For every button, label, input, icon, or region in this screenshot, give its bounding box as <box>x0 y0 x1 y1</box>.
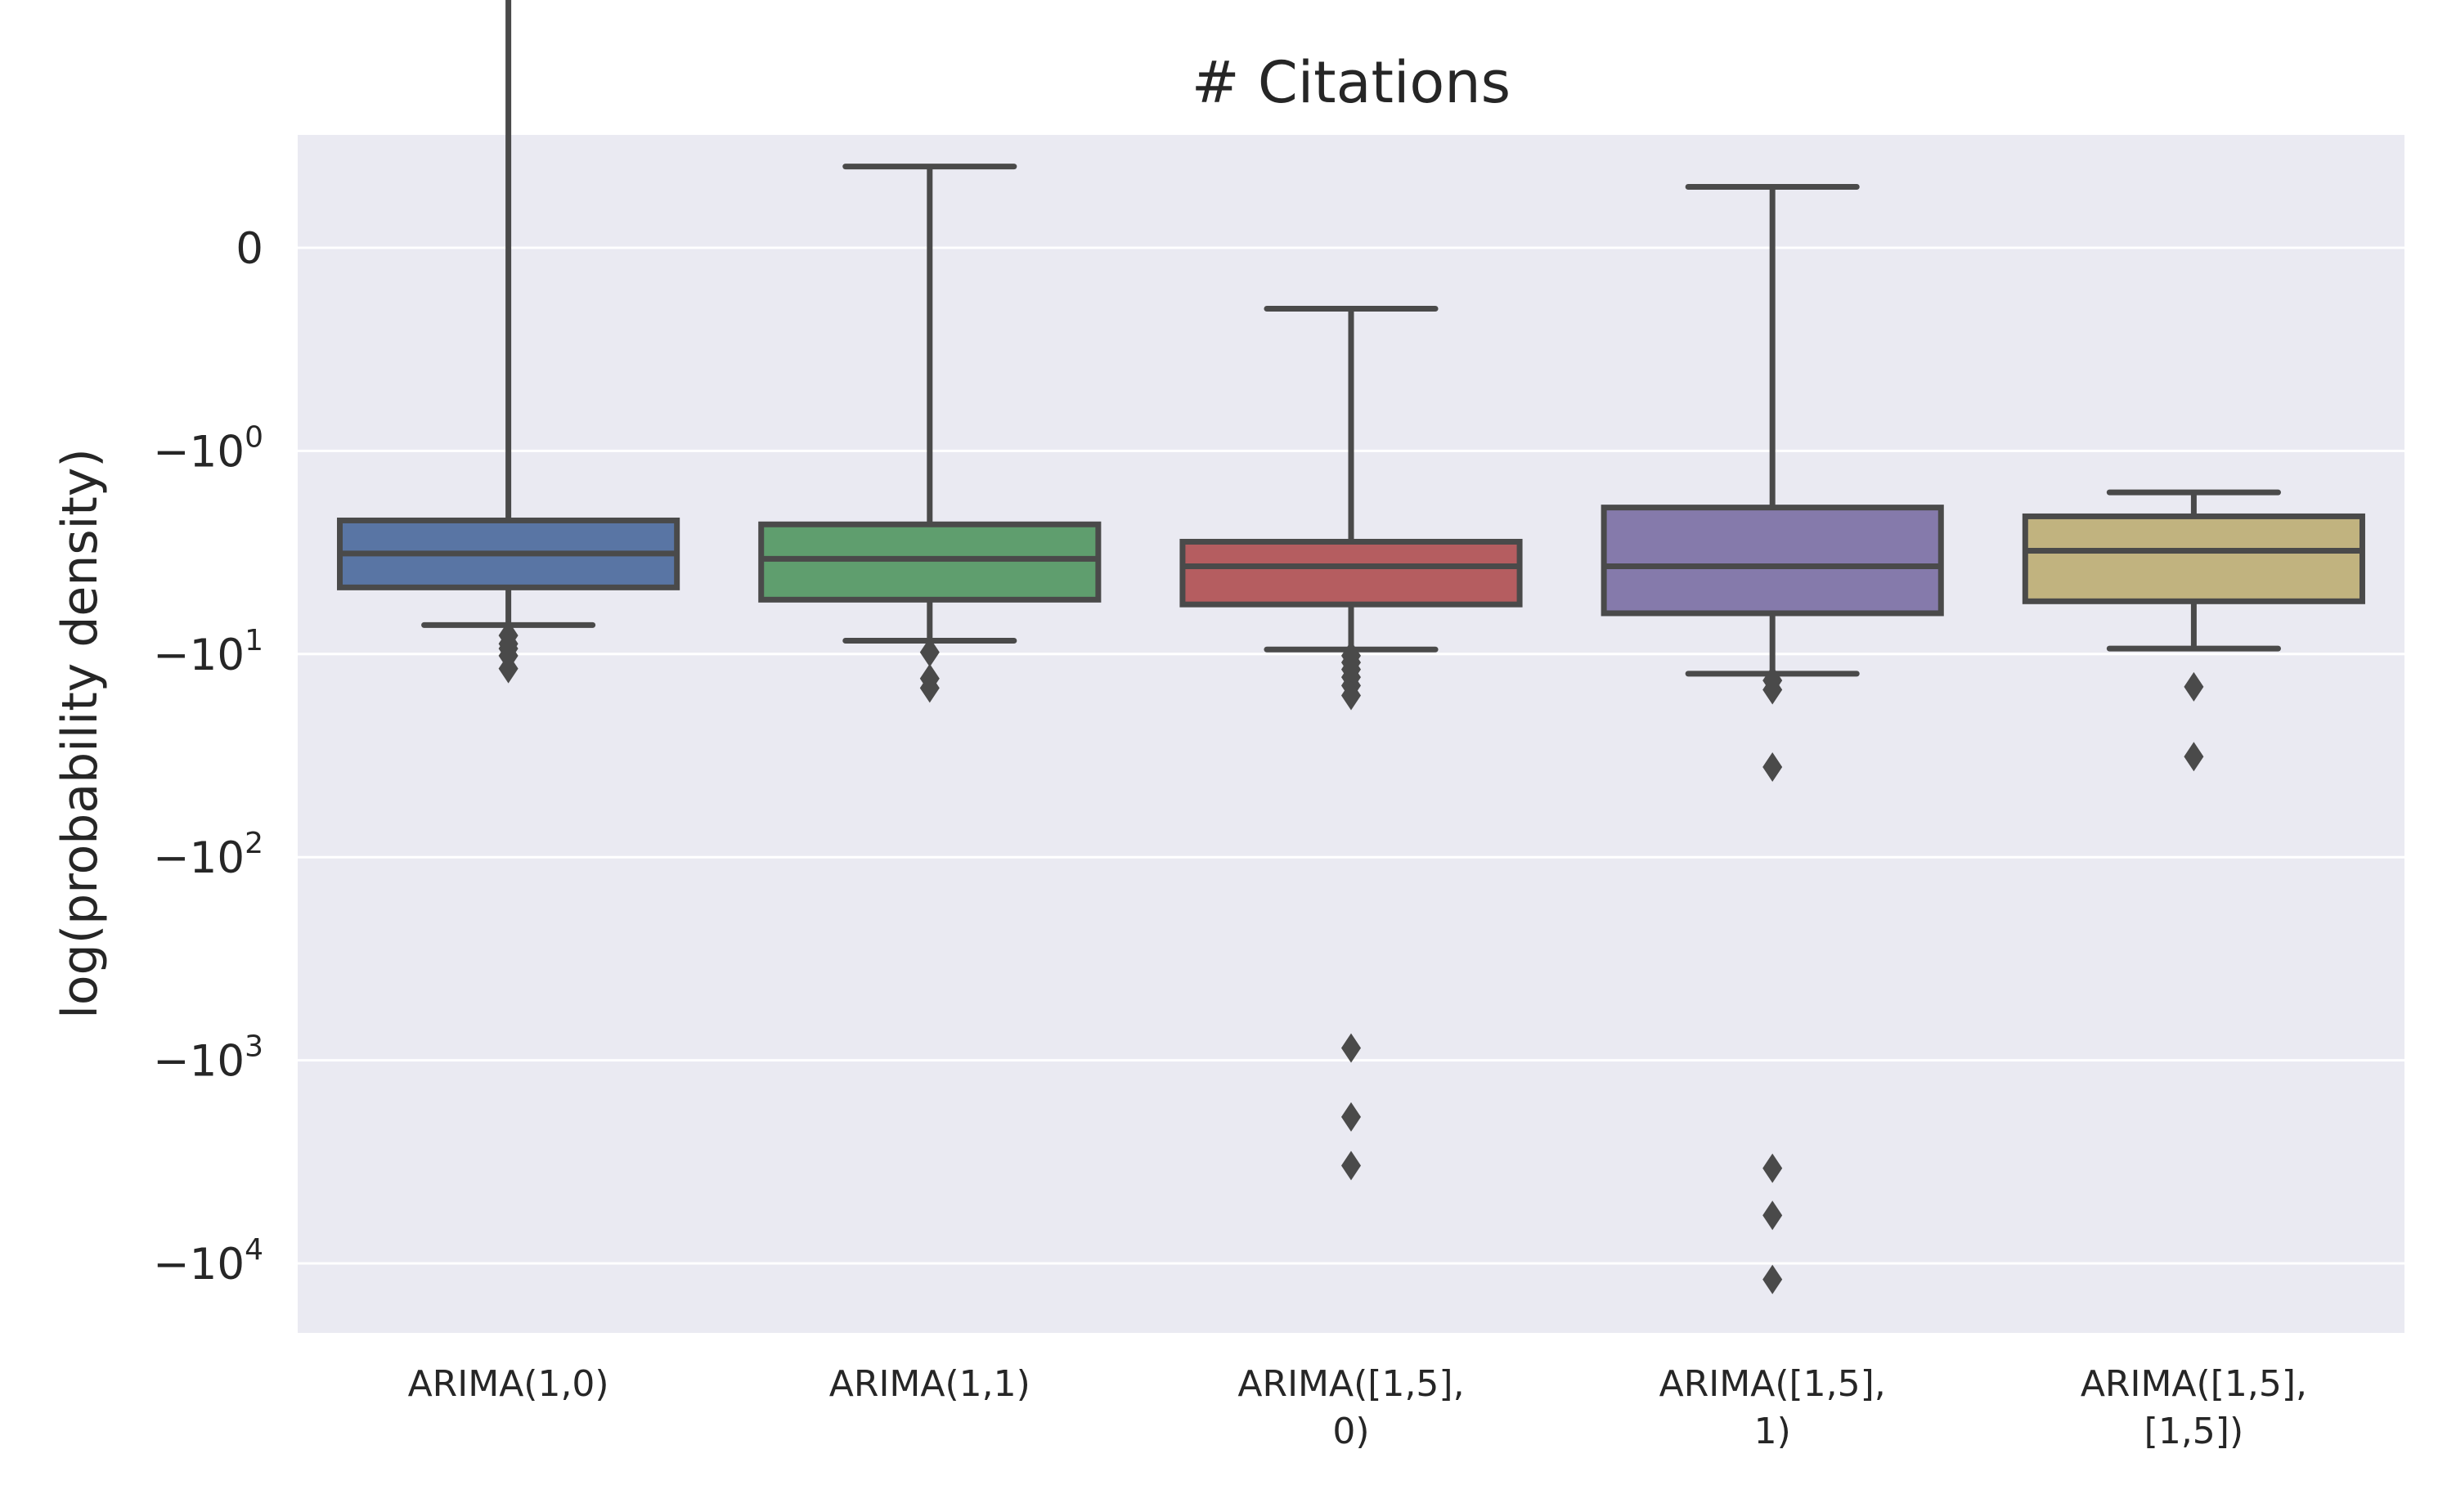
x-tick-line: 0) <box>1332 1411 1369 1452</box>
outlier-point <box>1762 675 1783 705</box>
y-tick-base: 0 <box>236 224 263 274</box>
x-tick-line: ARIMA([1,5], <box>1237 1363 1464 1405</box>
chart-title: # Citations <box>1192 49 1511 116</box>
outlier-point <box>498 653 519 684</box>
outlier-point <box>1341 1101 1361 1132</box>
y-tick-exponent: 3 <box>245 1030 263 1064</box>
x-tick-line: 1) <box>1754 1411 1791 1452</box>
outlier-point <box>1341 1033 1361 1063</box>
x-tick-label: ARIMA(1,0) <box>408 1363 609 1405</box>
outlier-point <box>1341 1151 1361 1181</box>
y-tick-base: −10 <box>153 1037 245 1087</box>
y-axis-label: log(probability density) <box>52 448 109 1018</box>
x-tick-line: ARIMA([1,5], <box>2081 1363 2307 1405</box>
x-tick-label: ARIMA(1,1) <box>829 1363 1030 1405</box>
outlier-point <box>1341 680 1361 711</box>
outlier-point <box>2184 671 2204 702</box>
x-tick-line: ARIMA(1,0) <box>408 1363 609 1405</box>
y-tick-exponent: 1 <box>245 624 263 657</box>
box-iqr <box>1601 505 1944 617</box>
x-tick-line: [1,5]) <box>2144 1411 2243 1452</box>
y-tick-exponent: 2 <box>245 827 263 860</box>
y-tick-exponent: 0 <box>245 420 263 454</box>
y-tick-label: −104 <box>153 1233 263 1290</box>
box-group <box>2022 489 2365 772</box>
x-tick-label: ARIMA([1,5], [1,5]) <box>2081 1363 2307 1452</box>
outlier-point <box>1762 752 1783 782</box>
x-axis-ticks: ARIMA(1,0) ARIMA(1,1) ARIMA([1,5], 0)ARIMA(… <box>408 1363 2307 1452</box>
box-group <box>1601 183 1944 1294</box>
y-tick-base: −10 <box>153 1240 245 1290</box>
y-tick-base: −10 <box>153 833 245 883</box>
y-tick-label: −101 <box>153 624 263 680</box>
box-series <box>337 0 2365 1294</box>
box-group <box>1179 306 1523 1181</box>
y-tick-label: 0 <box>236 224 263 274</box>
y-tick-label: −100 <box>153 420 263 477</box>
box-group <box>758 164 1102 703</box>
outlier-point <box>919 637 940 667</box>
box-iqr <box>1179 538 1523 608</box>
box-group <box>337 0 680 684</box>
box-iqr <box>2022 513 2365 604</box>
y-tick-label: −102 <box>153 827 263 883</box>
outlier-point <box>919 673 940 703</box>
y-tick-base: −10 <box>153 630 245 680</box>
y-tick-exponent: 4 <box>245 1233 263 1267</box>
box-iqr <box>758 521 1102 603</box>
x-tick-label: ARIMA([1,5], 1) <box>1659 1363 1886 1452</box>
x-tick-line: ARIMA(1,1) <box>829 1363 1030 1405</box>
outlier-point <box>1762 1264 1783 1294</box>
x-tick-line: ARIMA([1,5], <box>1659 1363 1886 1405</box>
outlier-point <box>1762 1200 1783 1231</box>
x-tick-label: ARIMA([1,5], 0) <box>1237 1363 1464 1452</box>
y-tick-label: −103 <box>153 1030 263 1087</box>
outlier-point <box>2184 742 2204 772</box>
outlier-point <box>1762 1153 1783 1183</box>
y-axis-ticks: 0−100−101−102−103−104 <box>153 224 263 1290</box>
y-tick-base: −10 <box>153 427 245 477</box>
